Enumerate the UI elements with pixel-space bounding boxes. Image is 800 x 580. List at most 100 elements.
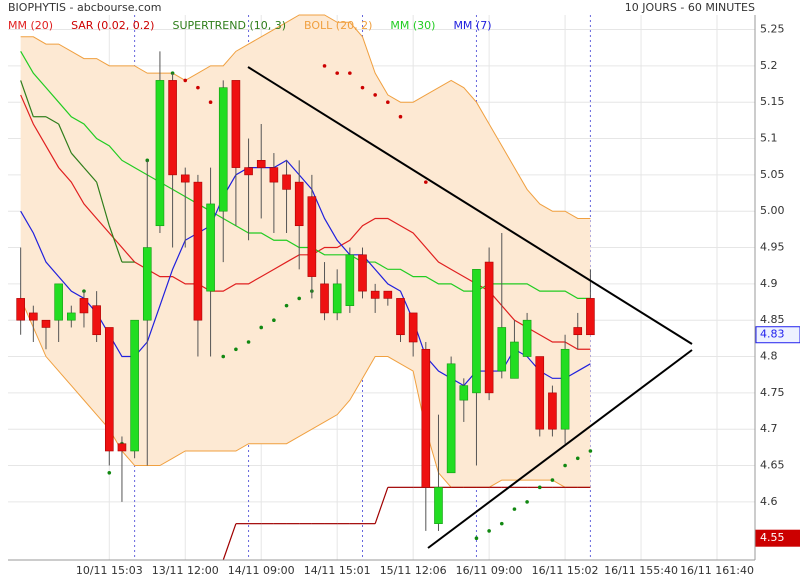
sar-dot — [107, 471, 112, 475]
candle-body — [256, 160, 266, 168]
candle-body — [396, 298, 405, 336]
candle-body — [218, 87, 228, 212]
candle-body — [54, 283, 63, 321]
candle-body — [168, 80, 177, 176]
y-tick-label: 4.9 — [760, 277, 778, 290]
x-tick-label: 16/11 161:40 — [680, 564, 754, 577]
sar-dot — [259, 325, 264, 330]
candle-body — [560, 348, 570, 430]
sar-dot — [335, 71, 339, 75]
candle-body — [155, 80, 165, 227]
candle-body — [535, 356, 545, 430]
candle-body — [206, 203, 215, 292]
x-tick-label: 16/11 09:00 — [456, 564, 523, 577]
legend-entry: SAR (0.02, 0.2) — [71, 19, 154, 32]
y-tick-label: 4.7 — [760, 422, 778, 435]
y-tick-label: 5.1 — [760, 132, 778, 145]
chart-subtitle: 10 JOURS - 60 MINUTES — [625, 1, 755, 14]
sar-dot — [575, 456, 580, 461]
legend-entry: MM (20) — [8, 19, 53, 32]
candle-body — [244, 167, 253, 176]
candle-body — [142, 247, 152, 321]
supertrend — [222, 523, 237, 561]
sar-dot — [246, 340, 251, 344]
sar-dot — [398, 114, 403, 119]
price-box — [755, 529, 800, 547]
trend-line-upper — [247, 66, 693, 345]
candle-body — [41, 319, 51, 328]
sar-dot — [386, 100, 390, 104]
moving-average — [20, 159, 591, 387]
sar-dot — [512, 507, 517, 511]
sar-dot — [487, 529, 491, 533]
candle-body — [130, 319, 139, 452]
sar-dot — [373, 93, 377, 97]
x-tick-label: 16/11 155:40 — [604, 564, 678, 577]
price-label: 4.55 — [760, 531, 785, 544]
candle-body — [294, 181, 304, 227]
sar-dot — [525, 500, 529, 504]
annotation-layer — [247, 66, 693, 549]
candle-body — [370, 290, 380, 299]
y-tick-label: 4.95 — [760, 241, 785, 254]
y-tick-label: 4.65 — [760, 459, 785, 472]
y-tick-label: 5.05 — [760, 168, 785, 181]
candle-body — [104, 327, 114, 452]
supertrend — [96, 181, 110, 226]
y-tick-label: 5.2 — [760, 59, 778, 72]
candle-body — [408, 312, 418, 343]
candle-body — [231, 80, 241, 168]
x-tick-label: 14/11 09:00 — [228, 564, 295, 577]
sar-dot — [424, 180, 428, 184]
candle-body — [510, 341, 519, 379]
sar-dot — [348, 71, 352, 75]
trend-line-lower — [427, 349, 693, 549]
candle-body — [79, 298, 89, 314]
candle-body — [586, 298, 595, 336]
candles-layer — [16, 51, 595, 531]
candle-body — [345, 254, 355, 306]
sar-dot — [284, 303, 289, 308]
candle-body — [117, 443, 127, 452]
sar-dot — [208, 100, 213, 104]
candle-body — [193, 181, 203, 321]
candle-body — [421, 348, 431, 488]
chart-title: BIOPHYTIS - abcbourse.com — [8, 1, 161, 14]
price-label: 4.83 — [760, 328, 785, 341]
x-tick-label: 14/11 15:01 — [304, 564, 371, 577]
moving-average — [20, 51, 591, 299]
y-tick-label: 4.85 — [760, 313, 785, 326]
candle-body — [67, 312, 76, 321]
candle-body — [434, 487, 443, 524]
candle-body — [484, 261, 494, 394]
legend: MM (20) SAR (0.02, 0.2) SUPERTREND (10, 3)… — [8, 19, 492, 32]
candle-body — [358, 254, 367, 292]
boll-lower — [20, 298, 591, 488]
supertrend — [45, 116, 59, 125]
y-tick-label: 4.8 — [760, 350, 778, 363]
candle-body — [29, 312, 38, 321]
candle-body — [92, 305, 101, 336]
candle-body — [472, 269, 481, 394]
legend-entry: SUPERTREND (10, 3) — [172, 19, 286, 32]
x-tick-label: 10/11 15:03 — [76, 564, 143, 577]
x-tick-label: 16/11 15:02 — [532, 564, 599, 577]
supertrend — [20, 80, 34, 117]
candle-body — [307, 196, 317, 277]
sar-dot — [563, 463, 567, 468]
candle-body — [548, 392, 557, 430]
sar-dot — [322, 64, 327, 68]
candle-body — [320, 283, 329, 314]
supertrend — [70, 152, 85, 168]
legend-entry: MM (7) — [453, 19, 491, 32]
legend-entry: BOLL (20, 2) — [304, 19, 372, 32]
legend-entry: MM (30) — [390, 19, 435, 32]
sar-dot — [221, 354, 226, 359]
candle-body — [269, 167, 279, 183]
sar-dot — [297, 296, 302, 301]
candle-body — [497, 327, 507, 372]
moving-average — [20, 94, 591, 350]
candle-body — [282, 174, 291, 190]
y-tick-label: 5.15 — [760, 95, 785, 108]
